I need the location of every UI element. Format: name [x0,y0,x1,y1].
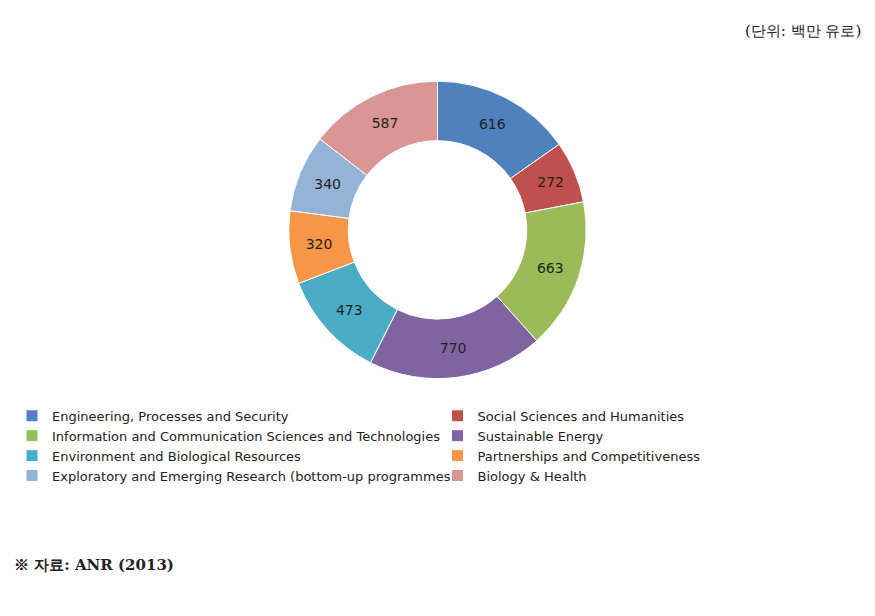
svg-text:Exploratory and Emerging Resea: Exploratory and Emerging Research (botto… [52,469,456,484]
svg-text:616: 616 [479,116,506,132]
svg-text:340: 340 [314,176,341,192]
svg-text:473: 473 [336,302,363,318]
svg-text:587: 587 [372,115,399,131]
svg-text:Environment and Biological Res: Environment and Biological Resources [52,449,301,464]
svg-text:Information and Communication: Information and Communication Sciences a… [52,429,440,444]
svg-text:Social Sciences and Humanities: Social Sciences and Humanities [478,409,685,424]
svg-text:Engineering, Processes and Sec: Engineering, Processes and Security [52,409,289,424]
svg-text:Sustainable Energy: Sustainable Energy [478,429,604,444]
svg-text:663: 663 [537,260,564,276]
svg-text:(단위: 백만 유로): (단위: 백만 유로) [745,22,861,40]
svg-text:Biology & Health: Biology & Health [478,469,587,484]
svg-text:320: 320 [306,236,333,252]
svg-text:Partnerships and Competitivene: Partnerships and Competitiveness [478,449,701,464]
svg-text:※ 자료: ANR (2013): ※ 자료: ANR (2013) [14,556,174,574]
svg-text:272: 272 [537,174,564,190]
svg-text:770: 770 [440,340,467,356]
